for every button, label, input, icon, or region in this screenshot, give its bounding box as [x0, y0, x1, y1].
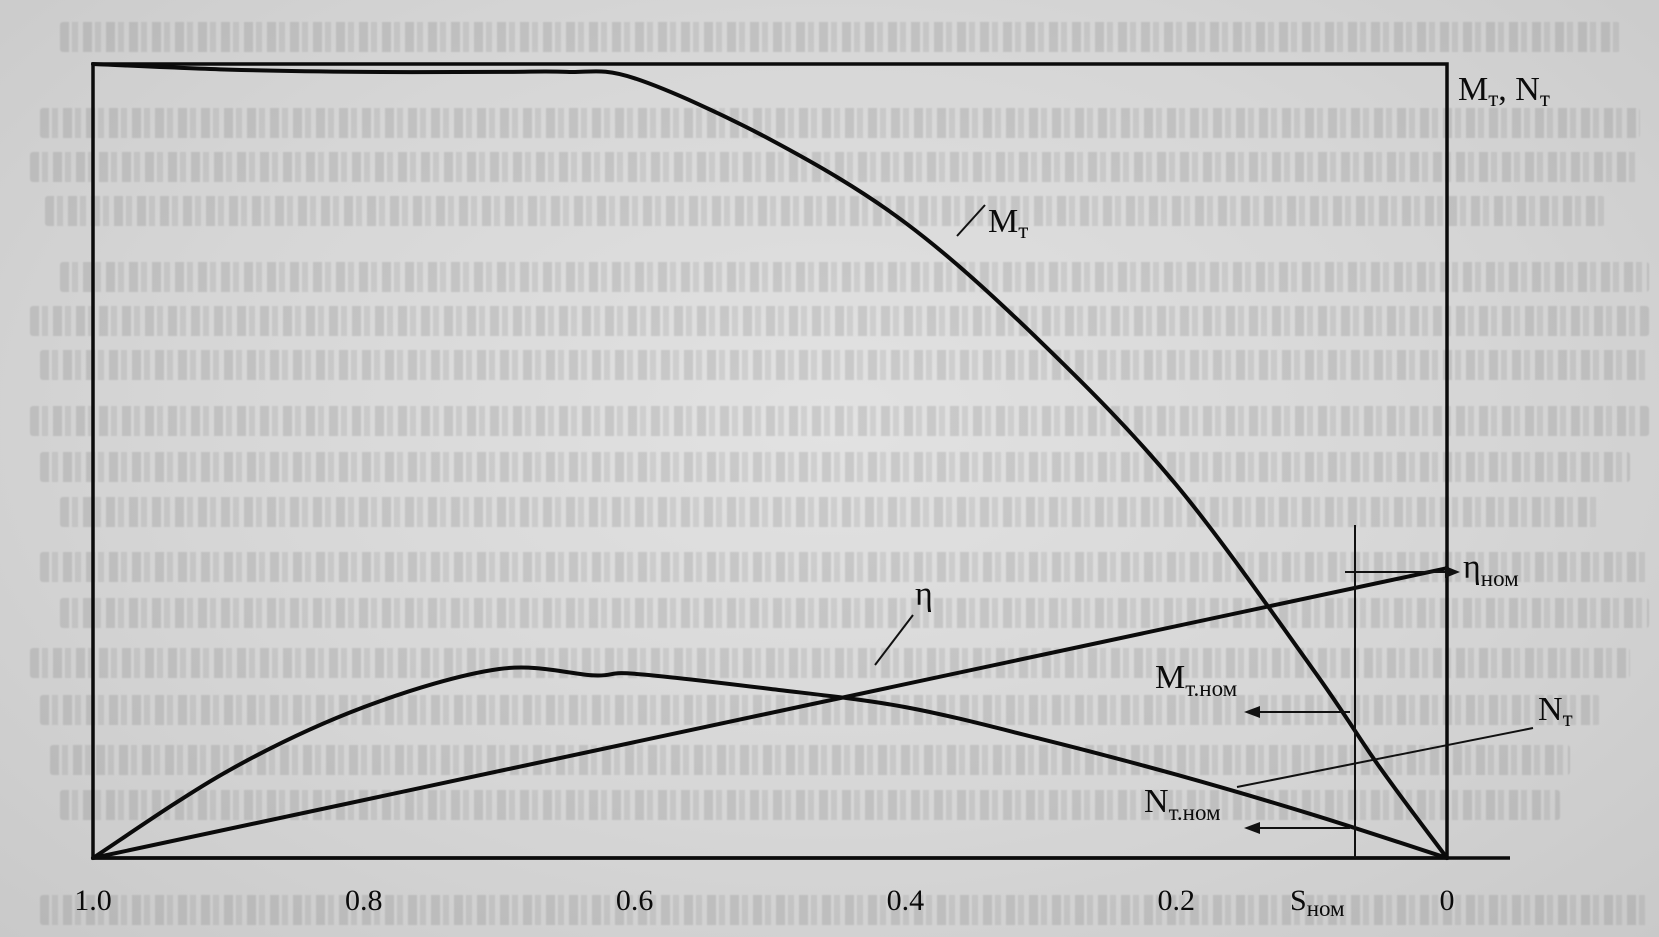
eta-curve-label: η — [915, 576, 933, 613]
x-tick-label: 0.2 — [1157, 884, 1195, 917]
nt-nom-arrowhead — [1244, 822, 1260, 834]
eta-leader-line — [874, 614, 914, 666]
mt-nom-label: Mт.ном — [1155, 659, 1238, 701]
right-axis-label: Mт, Nт — [1458, 71, 1550, 111]
eta-nom-label: ηном — [1463, 549, 1519, 591]
x-tick-label: 0.4 — [887, 884, 925, 917]
x-tick-label: 0.6 — [616, 884, 654, 917]
mt-nom-arrowhead — [1244, 706, 1260, 718]
x-tick-label: 0 — [1440, 884, 1455, 917]
nt-nom-label: Nт.ном — [1144, 783, 1221, 825]
series-line-eta — [91, 566, 1449, 860]
annotations: Mт, Nт Mт η Nт ηном Mт.ном Nт.ном Sном — [874, 71, 1573, 921]
plot-frame — [91, 62, 1449, 860]
s-nom-tick-label: Sном — [1290, 884, 1345, 921]
mt-leader-line — [956, 204, 986, 237]
x-tick-label: 1.0 — [74, 884, 112, 917]
eta-nom-arrowhead — [1445, 566, 1460, 578]
series-line-nt — [91, 665, 1449, 860]
chart-frame-group — [91, 62, 1510, 860]
x-tick-label: 0.8 — [345, 884, 383, 917]
nt-leader-line — [1236, 727, 1534, 788]
series-curves — [91, 62, 1449, 860]
mt-curve-label: Mт — [988, 203, 1028, 243]
x-tick-labels: 1.0 0.8 0.6 0.4 0.2 0 — [74, 884, 1454, 917]
nt-curve-label: Nт — [1538, 691, 1573, 731]
series-line-mt — [91, 62, 1449, 860]
